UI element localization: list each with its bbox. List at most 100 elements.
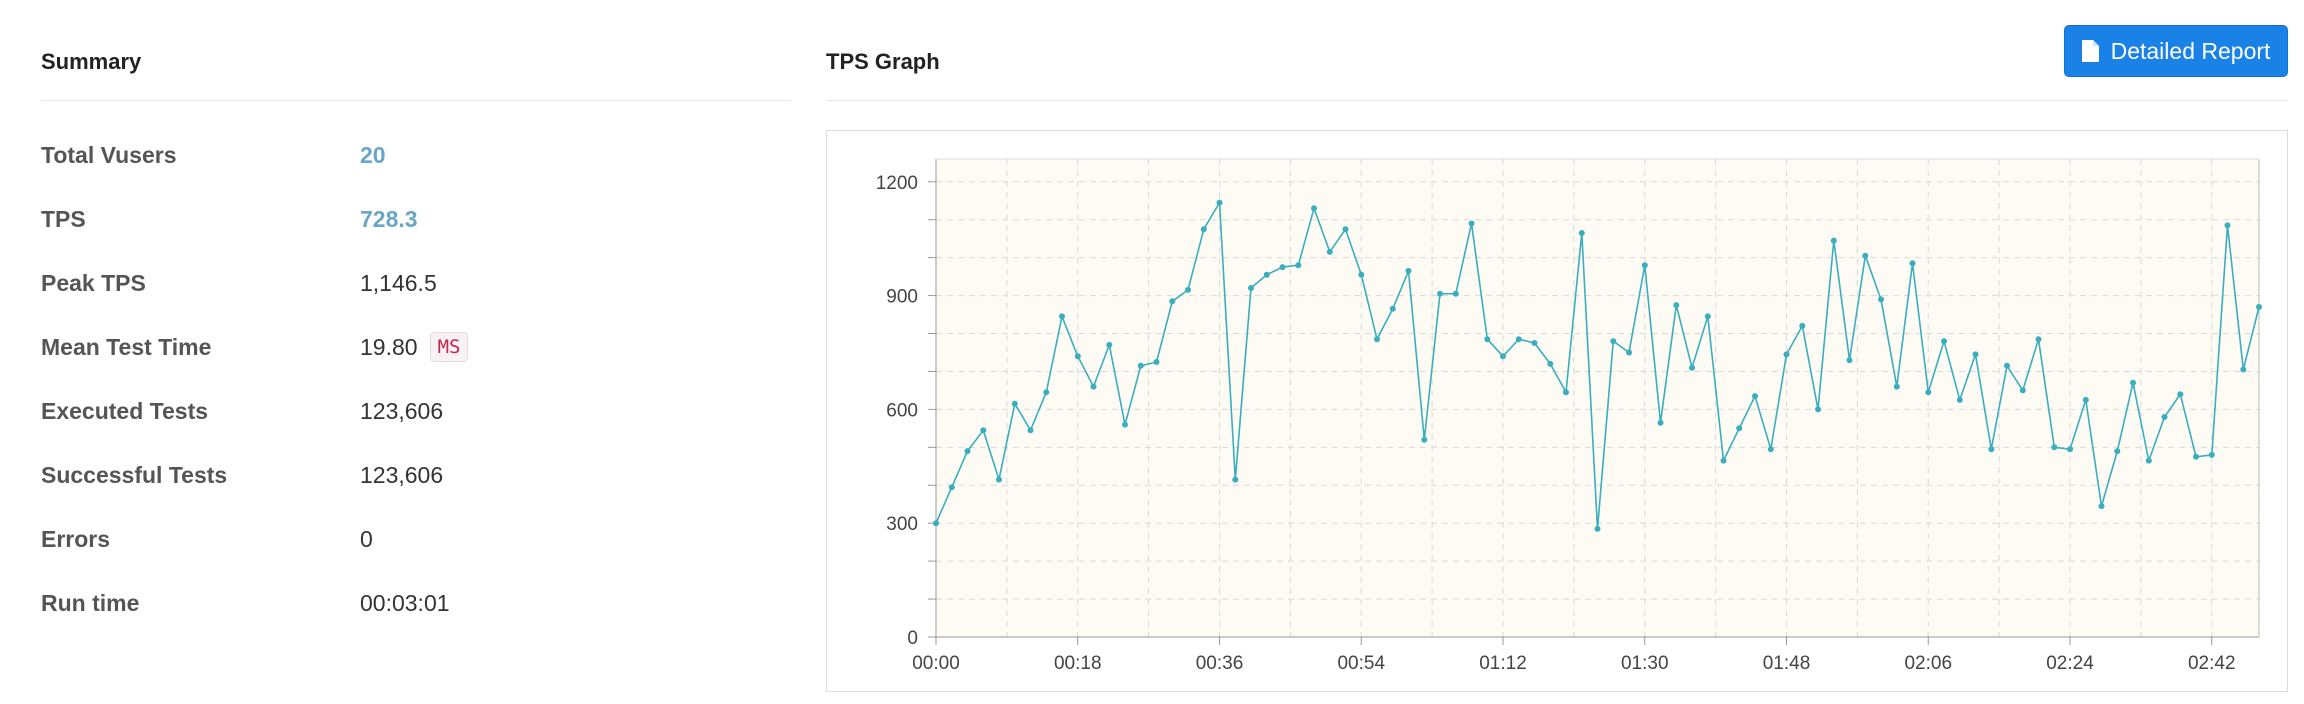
- summary-row: Total Vusers 20: [41, 128, 781, 192]
- data-point: [1736, 425, 1743, 432]
- data-point: [1326, 248, 1333, 255]
- data-point: [1956, 396, 1963, 403]
- data-point: [1689, 364, 1695, 371]
- summary-value: 1,146.5: [360, 270, 437, 297]
- data-point: [1342, 226, 1349, 233]
- summary-value-text: 19.80: [360, 334, 418, 361]
- data-point: [1389, 305, 1396, 312]
- summary-value-text: 00:03:01: [360, 590, 450, 616]
- data-point: [2240, 366, 2247, 373]
- summary-value: 20: [360, 142, 386, 169]
- data-point: [1941, 338, 1947, 345]
- summary-label: TPS: [41, 206, 86, 232]
- summary-value-text: 0: [360, 526, 373, 552]
- summary-label: Total Vusers: [41, 142, 177, 168]
- data-point: [1988, 446, 1995, 453]
- data-point: [1893, 383, 1900, 390]
- x-tick-label: 02:06: [1904, 653, 1952, 674]
- x-tick-label: 01:48: [1763, 653, 1811, 674]
- data-point: [1972, 351, 1979, 358]
- data-point: [1185, 286, 1191, 293]
- summary-value-text: 1,146.5: [360, 270, 437, 296]
- y-tick-label: 900: [886, 287, 918, 308]
- data-point: [1815, 406, 1821, 413]
- data-point: [2019, 387, 2026, 394]
- data-point: [1799, 322, 1806, 329]
- summary-row: TPS 728.3: [41, 192, 781, 256]
- data-point: [2256, 304, 2262, 310]
- data-point: [1610, 338, 1617, 345]
- plot-area: [936, 159, 2259, 637]
- y-tick-label: 300: [886, 514, 918, 535]
- data-point: [1106, 341, 1113, 348]
- x-tick-label: 01:12: [1479, 653, 1527, 674]
- summary-row: Successful Tests 123,606: [41, 448, 781, 512]
- summary-title: Summary: [41, 49, 142, 74]
- detailed-report-label: Detailed Report: [2110, 37, 2271, 64]
- data-point: [1153, 359, 1160, 365]
- summary-label: Successful Tests: [41, 462, 228, 488]
- data-point: [1405, 267, 1412, 274]
- data-point: [1909, 260, 1916, 267]
- data-point: [2035, 336, 2042, 343]
- summary-value-text: 20: [360, 142, 386, 168]
- data-point: [1657, 419, 1664, 426]
- summary-divider: [41, 100, 791, 101]
- data-point: [1500, 353, 1506, 360]
- data-point: [2161, 414, 2168, 420]
- data-point: [1295, 262, 1302, 269]
- data-point: [1248, 285, 1254, 291]
- x-tick-label: 00:00: [912, 653, 960, 674]
- data-point: [1720, 457, 1727, 464]
- summary-label: Executed Tests: [41, 398, 209, 424]
- data-point: [2114, 448, 2121, 455]
- data-point: [1484, 336, 1491, 343]
- data-point: [1704, 313, 1711, 320]
- data-point: [1878, 296, 1884, 303]
- data-point: [1830, 237, 1837, 244]
- x-tick-label: 01:30: [1621, 653, 1669, 674]
- data-point: [1563, 389, 1569, 396]
- summary-value-text: 123,606: [360, 462, 444, 488]
- data-point: [1594, 525, 1601, 532]
- summary-value: 00:03:01: [360, 590, 450, 617]
- tps-graph-title: TPS Graph: [826, 49, 940, 74]
- detailed-report-button[interactable]: Detailed Report: [2064, 25, 2288, 77]
- data-point: [2224, 222, 2231, 229]
- data-point: [1263, 271, 1270, 278]
- data-point: [1752, 393, 1758, 400]
- data-point: [1200, 226, 1207, 233]
- data-point: [1311, 205, 1317, 212]
- data-point: [1421, 436, 1428, 443]
- x-tick-label: 00:54: [1337, 653, 1385, 674]
- summary-value-text: 123,606: [360, 398, 444, 424]
- data-point: [1531, 340, 1538, 346]
- data-point: [1059, 313, 1065, 320]
- summary-value: 123,606: [360, 462, 443, 489]
- summary-row: Executed Tests 123,606: [41, 384, 781, 448]
- data-point: [1547, 360, 1554, 367]
- data-point: [1767, 446, 1774, 453]
- file-icon: [2081, 40, 2099, 62]
- data-point: [1925, 389, 1932, 396]
- data-point: [1122, 421, 1128, 428]
- data-point: [1862, 252, 1869, 259]
- data-point: [1279, 264, 1286, 271]
- summary-value: 19.80 MS: [360, 332, 469, 364]
- data-point: [2177, 391, 2184, 398]
- summary-value-text: 728.3: [360, 206, 418, 232]
- data-point: [2067, 446, 2073, 453]
- data-point: [1641, 262, 1648, 269]
- summary-label: Run time: [41, 590, 140, 616]
- data-point: [2098, 503, 2105, 510]
- data-point: [2051, 444, 2058, 451]
- data-point: [1468, 220, 1475, 227]
- data-point: [2082, 396, 2089, 403]
- data-point: [1673, 302, 1680, 309]
- data-point: [1232, 476, 1239, 483]
- summary-label: Peak TPS: [41, 270, 146, 296]
- x-tick-label: 02:42: [2188, 653, 2236, 674]
- data-point: [2130, 379, 2136, 386]
- data-point: [948, 484, 955, 491]
- data-point: [2193, 453, 2199, 460]
